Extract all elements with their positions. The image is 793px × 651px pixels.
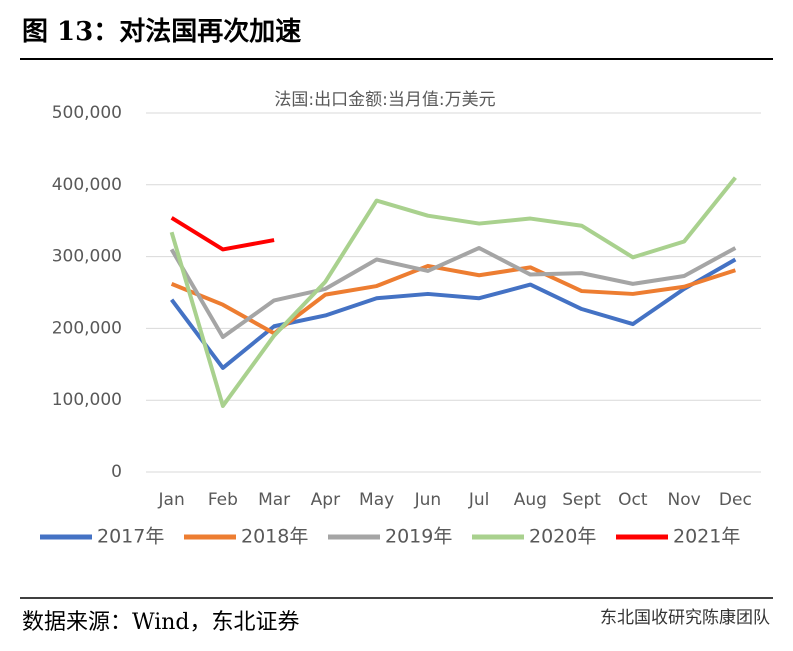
y-tick-label: 300,000 [52,247,122,267]
series-line [170,257,737,370]
y-tick-label: 200,000 [52,318,122,338]
x-tick-label: Sept [562,490,601,510]
x-tick-label: Jul [468,490,490,510]
x-tick-label: Mar [258,490,290,510]
legend-label: 2018年 [241,526,308,548]
x-tick-label: Oct [618,490,648,510]
x-tick-label: May [359,490,394,510]
x-tick-label: Aug [514,490,547,510]
legend-label: 2021年 [673,526,740,548]
x-tick-label: Dec [719,490,752,510]
x-tick-label: Jun [414,490,442,510]
legend-label: 2019年 [385,526,452,548]
y-tick-label: 400,000 [52,175,122,195]
chart-title: 法国:出口金额:当月值:万美元 [274,90,495,110]
y-tick-label: 100,000 [52,390,122,410]
y-tick-label: 500,000 [52,103,122,123]
legend-label: 2017年 [97,526,164,548]
series-line [170,216,275,252]
x-tick-label: Apr [311,490,340,510]
y-tick-label: 0 [111,462,122,482]
series-line [169,176,737,408]
source-note: 数据来源：Wind，东北证券 [22,610,300,635]
x-tick-label: Jan [158,490,185,510]
watermark: 东北国收研究陈康团队 [600,608,770,628]
series-line [170,263,736,336]
x-tick-label: Nov [668,490,701,510]
x-tick-label: Feb [208,490,238,510]
figure-header: 图 13：对法国再次加速 [22,17,301,47]
series-line [169,245,737,340]
legend-label: 2020年 [529,526,596,548]
